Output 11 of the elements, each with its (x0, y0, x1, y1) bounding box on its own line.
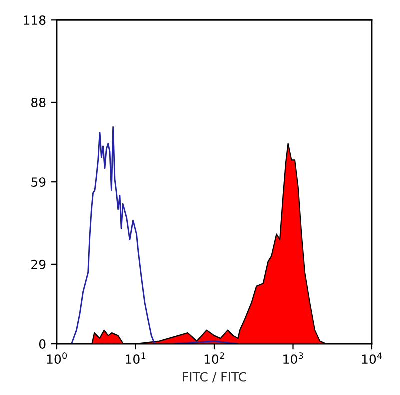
x-axis-title: FITC / FITC (183, 372, 246, 383)
x-tick-label: 10$^{3}$ (284, 352, 304, 364)
x-tick-label: 10$^{4}$ (362, 352, 382, 364)
y-tick-label: 59 (32, 178, 46, 188)
y-tick-label: 0 (39, 340, 46, 349)
x-tick-label: 10$^{2}$ (204, 352, 224, 364)
x-tick-label: 10$^{1}$ (126, 352, 146, 364)
y-tick-label: 88 (32, 98, 46, 108)
y-tick-label: 118 (24, 16, 46, 26)
y-tick-label: 29 (32, 260, 46, 270)
x-tick-label: 10$^{0}$ (47, 352, 68, 364)
